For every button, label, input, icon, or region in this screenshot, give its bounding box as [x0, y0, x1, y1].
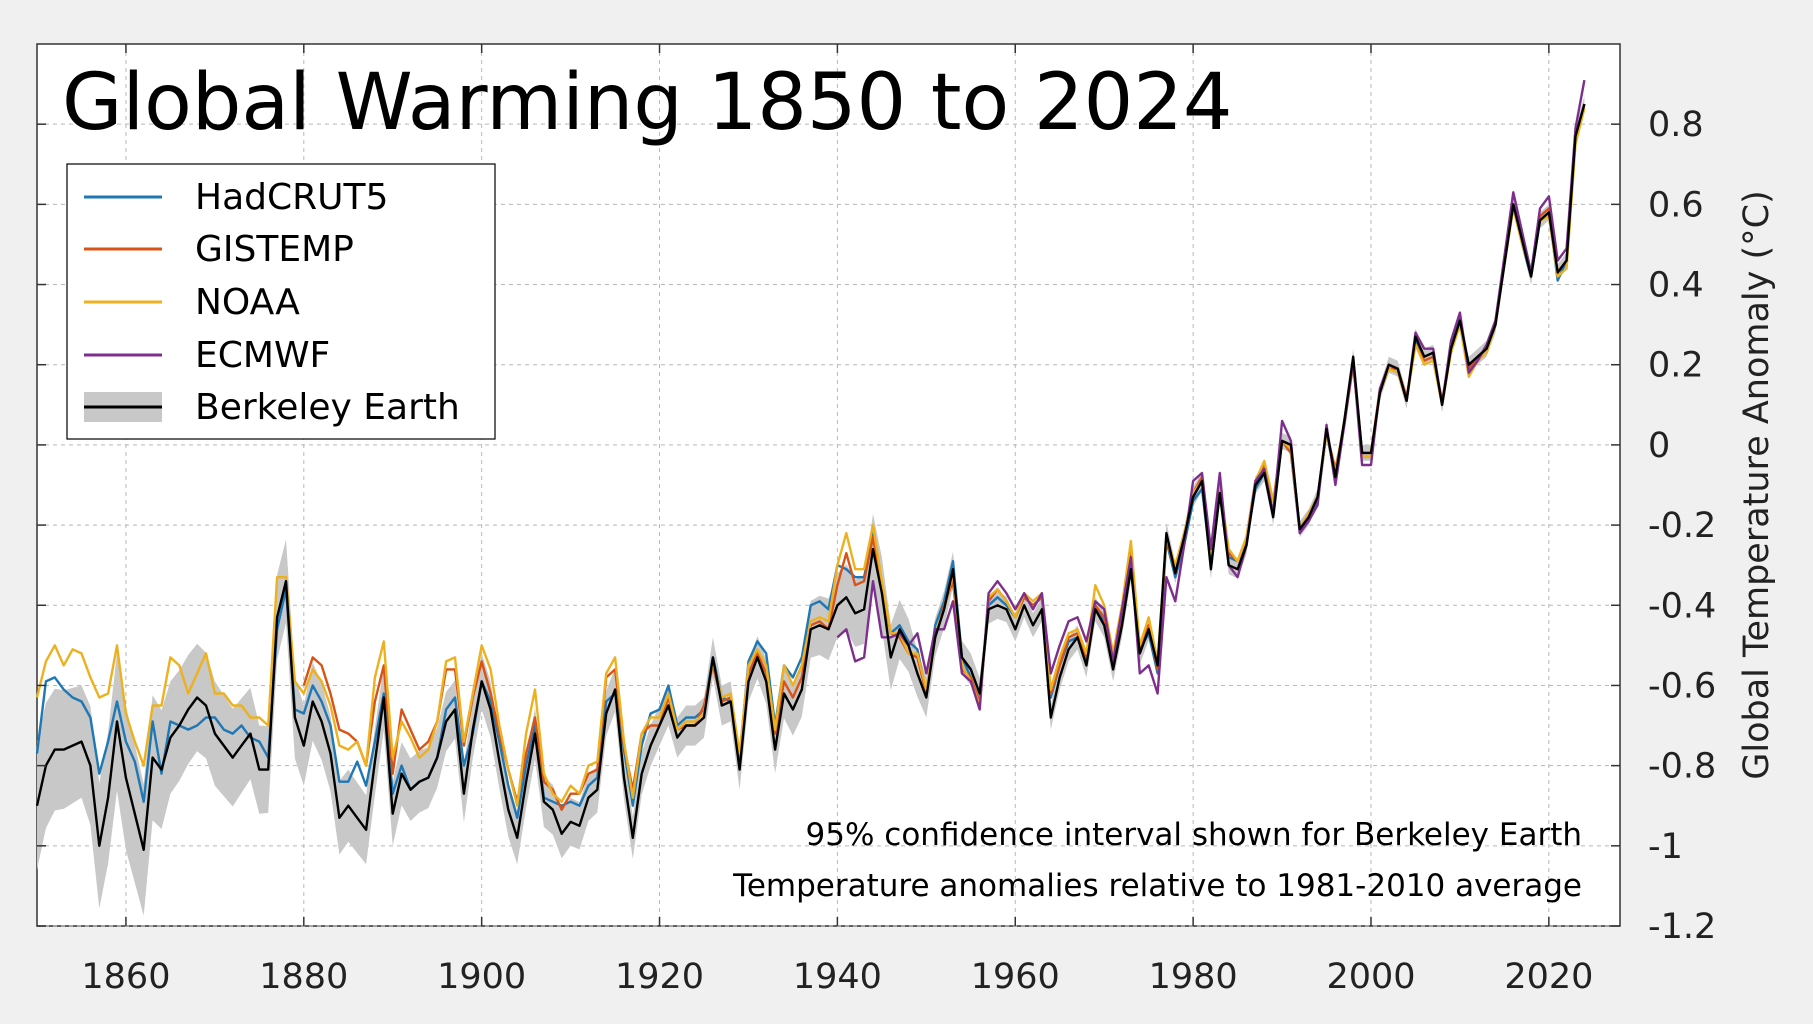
legend-label-gistemp: GISTEMP [195, 229, 354, 270]
y-axis-label: Global Temperature Anomaly (°C) [1737, 190, 1777, 780]
x-tick-label: 1980 [1149, 957, 1238, 997]
y-tick-label: -1 [1648, 827, 1683, 867]
legend: HadCRUT5 GISTEMP NOAA ECMWF Berkeley Ear… [66, 163, 496, 440]
y-tick-label: 0.8 [1648, 105, 1704, 145]
legend-label-hadcrut5: HadCRUT5 [195, 177, 388, 218]
x-tick-label: 1880 [259, 957, 348, 997]
x-tick-label: 2000 [1326, 957, 1415, 997]
x-tick-label: 1900 [437, 957, 526, 997]
y-tick-label: -0.6 [1648, 666, 1716, 706]
legend-label-ecmwf: ECMWF [195, 335, 330, 376]
chart-title: Global Warming 1850 to 2024 [62, 58, 1233, 148]
x-tick-label: 1920 [615, 957, 704, 997]
annotation-confidence-interval: 95% confidence interval shown for Berkel… [806, 817, 1582, 853]
y-tick-label: -1.2 [1648, 907, 1716, 947]
series-line-berkeley-earth [35, 103, 1586, 851]
series-lines [35, 79, 1586, 851]
y-tick-label: -0.8 [1648, 747, 1716, 787]
x-tick-label: 2020 [1504, 957, 1593, 997]
legend-label-berkeley-earth: Berkeley Earth [195, 387, 460, 428]
x-tick-label: 1860 [81, 957, 170, 997]
annotation-baseline: Temperature anomalies relative to 1981-2… [732, 868, 1582, 904]
x-tick-label: 1940 [793, 957, 882, 997]
series-line-ecmwf [836, 79, 1586, 711]
legend-label-noaa: NOAA [195, 282, 300, 323]
y-tick-label: 0.4 [1648, 266, 1704, 306]
y-tick-label: 0.6 [1648, 185, 1704, 225]
y-tick-label: 0 [1648, 426, 1670, 466]
y-tick-label: -0.4 [1648, 586, 1716, 626]
y-tick-label: -0.2 [1648, 506, 1716, 546]
axes: 1860 1880 1900 1920 1940 1960 1980 2000 2020 -1.2… [37, 44, 1716, 997]
x-tick-label: 1960 [971, 957, 1060, 997]
y-tick-label: 0.2 [1648, 346, 1704, 386]
